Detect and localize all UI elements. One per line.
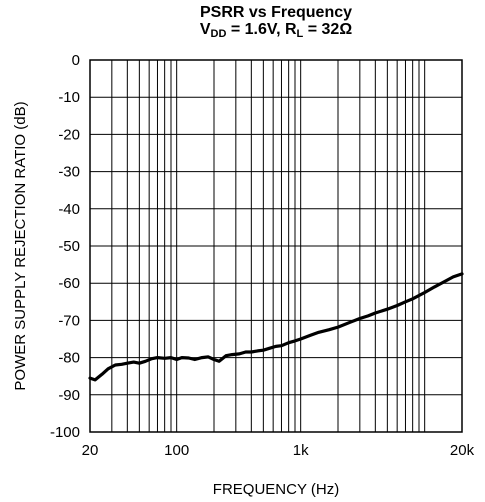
grid (89, 59, 463, 433)
x-axis-label: FREQUENCY (Hz) (213, 481, 339, 498)
x-tick-label: 1k (293, 442, 309, 459)
y-tick-label: 0 (72, 52, 80, 69)
y-tick-label: -30 (58, 164, 80, 181)
y-tick-labels: 0 -10 -20 -30 -40 -50 -60 -70 -80 -90 -100 (50, 52, 80, 441)
y-axis-label: POWER SUPPLY REJECTION RATIO (dB) (12, 101, 29, 390)
y-tick-label: -40 (58, 201, 80, 218)
chart-subtitle: VDD = 1.6V, RL = 32Ω (90, 21, 462, 40)
rl-subscript: L (296, 28, 304, 40)
y-tick-label: -70 (58, 312, 80, 329)
rl-value: = 32Ω (303, 21, 353, 38)
x-tick-label: 20k (450, 442, 475, 459)
y-tick-label: -90 (58, 387, 80, 404)
y-tick-label: -20 (58, 126, 80, 143)
psrr-series-line (88, 272, 464, 382)
vdd-value: = 1.6V, (226, 21, 285, 38)
y-tick-label: -80 (58, 350, 80, 367)
y-tick-label: -50 (58, 238, 80, 255)
chart-title-block: PSRR vs Frequency VDD = 1.6V, RL = 32Ω (90, 4, 462, 40)
y-tick-label: -100 (50, 424, 80, 441)
y-tick-label: -60 (58, 275, 80, 292)
plot-frame (89, 59, 463, 433)
vdd-subscript: DD (210, 28, 227, 40)
y-tick-label: -10 (58, 89, 80, 106)
series-layer (88, 272, 464, 382)
rl-symbol: R (284, 21, 297, 38)
x-tick-label: 20 (82, 442, 99, 459)
x-tick-label: 100 (164, 442, 189, 459)
chart-title: PSRR vs Frequency (199, 4, 353, 21)
vdd-symbol: V (199, 21, 211, 38)
x-tick-labels: 20 100 1k 20k (82, 442, 475, 459)
